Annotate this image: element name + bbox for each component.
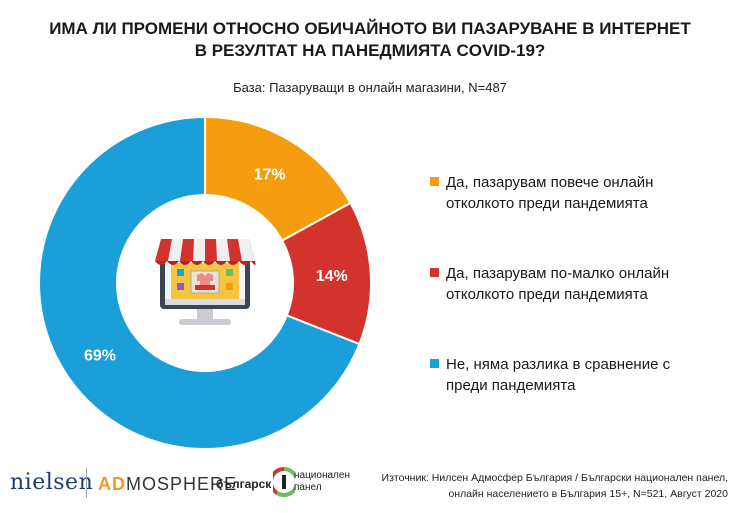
legend-label-line2: отколкото преди пандемията [446,195,648,212]
title-line-2: В РЕЗУЛТАТ НА ПАНЕДМИЯТА COVID-19? [194,41,546,60]
legend-label-line1: Да, пазарувам по-малко онлайн [446,265,670,282]
slice-no-difference-label: 69% [84,347,116,364]
chart-title: ИМА ЛИ ПРОМЕНИ ОТНОСНО ОБИЧАЙНОТО ВИ ПАЗ… [0,18,740,62]
legend-item-more-online: Да, пазарувам повече онлайн отколкото пр… [430,172,730,214]
donut-slice-labels: 17% 14% 69% [84,167,348,365]
title-line-1: ИМА ЛИ ПРОМЕНИ ОТНОСНО ОБИЧАЙНОТО ВИ ПАЗ… [49,19,691,38]
legend-label-line1: Не, няма разлика в сравнение с [446,356,671,373]
legend-swatch-blue [430,359,439,368]
online-shop-icon [155,239,256,325]
slice-more-online-label: 17% [254,167,286,184]
bnp-logo-word: българск [216,477,272,491]
legend-label-line2: отколкото преди пандемията [446,286,648,303]
admosphere-logo: ADMOSPHERE [98,474,237,495]
legend-swatch-red [430,268,439,277]
source-line-1: Източник: Нилсен Адмосфер България / Бъл… [381,472,728,484]
bnp-logo-line1: национален [294,470,350,481]
legend-item-less-online: Да, пазарувам по-малко онлайн отколкото … [430,263,730,305]
bnp-logo-line2: панел [294,482,322,493]
legend-label-line1: Да, пазарувам повече онлайн [446,174,654,191]
legend-label-line2: преди пандемията [446,377,576,394]
source-note: Източник: Нилсен Адмосфер България / Бъл… [348,470,728,502]
logo-divider [86,468,87,498]
legend-item-no-difference: Не, няма разлика в сравнение с преди пан… [430,354,730,396]
slice-less-online-label: 14% [316,268,348,285]
admosphere-logo-rest: MOSPHERE [126,474,238,494]
donut-slices [38,115,372,450]
bnp-logo-mark-icon [273,467,295,497]
legend-swatch-orange [430,177,439,186]
admosphere-logo-ad: AD [98,474,126,494]
nielsen-logo: nielsen [10,470,94,495]
bulgarian-national-panel-logo: българск национален панел [216,467,350,501]
chart-subtitle: База: Пазаруващи в онлайн магазини, N=48… [233,80,507,95]
source-line-2: онлайн населението в България 15+, N=521… [448,488,728,500]
slice-no-difference [38,115,361,450]
